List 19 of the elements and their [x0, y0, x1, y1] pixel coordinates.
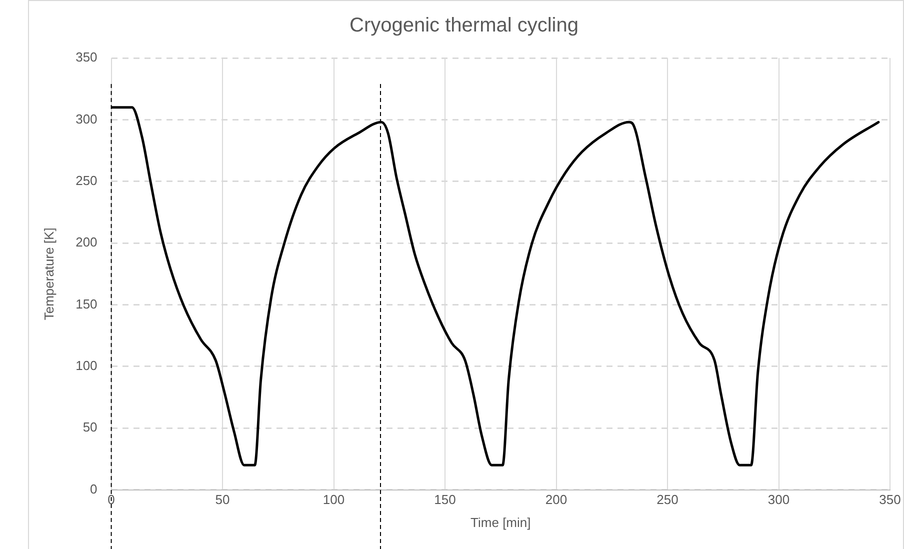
x-tick-label: 100 — [322, 492, 345, 508]
chart-title: Cryogenic thermal cycling — [350, 14, 578, 37]
y-tick-label: 0 — [90, 481, 98, 496]
y-tick-label: 200 — [76, 234, 98, 250]
y-tick-label: 100 — [76, 358, 98, 374]
y-tick-label: 350 — [76, 50, 98, 65]
x-tick-label: 350 — [879, 492, 901, 508]
x-tick-label: 250 — [656, 492, 678, 508]
y-tick-label: 150 — [76, 296, 98, 312]
x-tick-label: 300 — [768, 492, 790, 508]
x-tick-label: 50 — [215, 492, 230, 508]
y-tick-label: 50 — [82, 420, 98, 435]
y-tick-label: 300 — [76, 111, 98, 126]
x-axis-title: Time [min] — [470, 514, 531, 530]
y-axis-title: Temperature [K] — [41, 228, 56, 320]
y-tick-label: 250 — [76, 172, 98, 188]
x-tick-label: 150 — [434, 492, 456, 508]
x-tick-label: 0 — [108, 492, 115, 508]
x-tick-label: 200 — [545, 492, 568, 508]
